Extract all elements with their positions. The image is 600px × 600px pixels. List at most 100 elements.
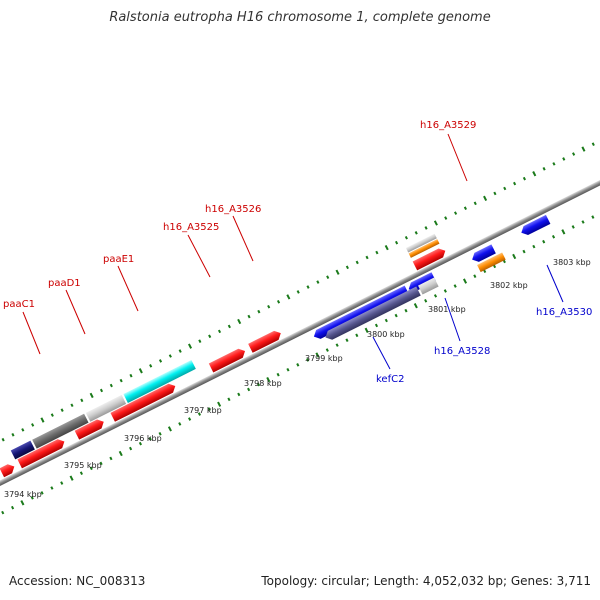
tick-mark xyxy=(375,250,379,255)
tick-mark xyxy=(335,269,340,275)
tick-mark xyxy=(138,368,143,374)
tick-mark xyxy=(364,327,369,334)
tick-mark xyxy=(345,265,349,270)
tick-mark xyxy=(345,338,349,343)
forward-gene-arrow xyxy=(0,464,15,478)
tick-mark xyxy=(1,510,5,515)
tick-mark xyxy=(276,372,280,377)
gene-paaE1 xyxy=(123,359,196,403)
tick-mark xyxy=(168,354,172,358)
forward-gene-arrow xyxy=(74,419,104,440)
tick-mark xyxy=(60,481,64,485)
tick-mark xyxy=(109,456,113,461)
label-h16-A3528: h16_A3528 xyxy=(434,346,490,357)
tick-mark xyxy=(89,392,94,399)
gene-h16-A3528 xyxy=(418,277,439,295)
reverse-gene-arrow xyxy=(313,285,410,339)
forward-gene-arrow xyxy=(17,439,65,469)
tick-mark xyxy=(31,423,35,427)
backbone-line xyxy=(0,100,600,553)
tick-mark xyxy=(581,146,586,152)
kbp-label: 3799 kbp xyxy=(305,354,343,363)
tick-mark xyxy=(463,206,467,211)
tick-mark xyxy=(355,333,359,338)
tick-mark xyxy=(551,234,556,239)
gene-h16-A3529-gray xyxy=(405,233,437,253)
label-paaC1: paaC1 xyxy=(3,299,35,310)
tick-mark xyxy=(69,475,74,481)
gene-h16-A3529-orange xyxy=(408,239,440,258)
tick-mark xyxy=(158,432,162,436)
tick-mark xyxy=(542,167,546,171)
tick-mark xyxy=(256,382,261,387)
tick-mark xyxy=(394,240,399,245)
tick-mark xyxy=(21,428,25,432)
kbp-label: 3801 kbp xyxy=(428,305,466,314)
kbp-label: 3800 kbp xyxy=(367,330,405,339)
tick-mark xyxy=(571,225,575,229)
tick-mark xyxy=(306,358,310,362)
tick-mark xyxy=(109,383,113,388)
forward-strand-upper xyxy=(10,233,440,460)
tick-mark xyxy=(325,348,329,352)
tick-mark xyxy=(365,255,369,260)
tick-mark xyxy=(532,244,536,249)
tick-mark xyxy=(79,471,83,475)
forward-gene-arrow xyxy=(208,348,246,373)
tick-mark xyxy=(296,363,300,367)
tick-mark xyxy=(178,349,182,353)
tick-mark xyxy=(50,413,54,417)
label-h16-A3529: h16_A3529 xyxy=(420,120,476,131)
forward-gene-labels: paaC1 paaD1 paaE1 h16_A3525 h16_A3526 h1… xyxy=(3,120,476,355)
tick-mark xyxy=(217,329,222,334)
tick-mark xyxy=(267,304,271,309)
kbp-label: 3795 kbp xyxy=(64,461,102,470)
tick-mark xyxy=(217,401,222,407)
tick-mark xyxy=(473,274,477,278)
tick-mark xyxy=(384,244,389,251)
reverse-gene-arrow xyxy=(408,272,436,292)
kbp-label: 3798 kbp xyxy=(244,379,282,388)
tick-mark xyxy=(188,343,193,349)
tick-mark xyxy=(286,367,290,372)
tick-mark xyxy=(552,162,556,166)
tick-mark xyxy=(99,388,104,393)
tick-mark xyxy=(503,186,507,191)
forward-strand-lower xyxy=(0,248,446,478)
tick-mark xyxy=(591,142,595,146)
tick-mark xyxy=(581,220,585,224)
tick-mark xyxy=(227,324,231,329)
forward-gene-arrow xyxy=(110,383,176,422)
tick-mark xyxy=(394,313,398,318)
kbp-label: 3796 kbp xyxy=(124,434,162,443)
tick-mark xyxy=(444,216,448,220)
tick-mark xyxy=(129,446,133,451)
tick-mark xyxy=(197,412,202,416)
tick-mark xyxy=(237,392,241,397)
tick-mark xyxy=(11,505,15,510)
tick-mark xyxy=(60,408,64,412)
gene-light-gray-block xyxy=(85,394,127,422)
tick-mark xyxy=(532,171,537,177)
tick-mark xyxy=(40,417,45,423)
kbp-label: 3802 kbp xyxy=(490,281,528,290)
tick-mark xyxy=(208,334,212,339)
tick-mark xyxy=(40,491,44,495)
tick-mark xyxy=(384,318,388,323)
tick-mark xyxy=(207,407,211,411)
lower-tick-row xyxy=(1,215,595,515)
label-kefC2: kefC2 xyxy=(376,374,404,385)
gene-kefC2 xyxy=(325,286,421,340)
forward-gene-arrow xyxy=(412,248,446,271)
tick-mark xyxy=(276,300,281,304)
reverse-gene-arrow xyxy=(472,244,496,262)
tick-mark xyxy=(443,289,447,293)
tick-mark xyxy=(148,436,152,441)
tick-mark xyxy=(522,249,526,254)
gene-paaC1 xyxy=(32,413,89,449)
tick-mark xyxy=(404,308,408,313)
label-paaD1: paaD1 xyxy=(48,278,81,289)
tick-mark xyxy=(50,486,54,490)
